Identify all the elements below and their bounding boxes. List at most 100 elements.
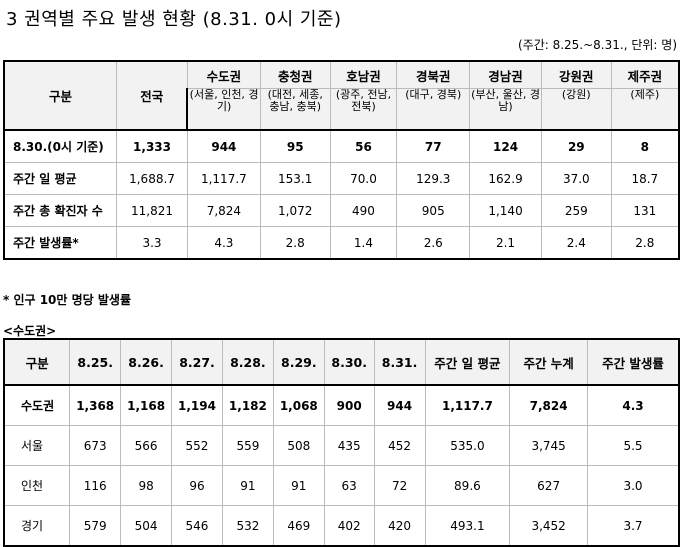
table-row: 주간 발생률* 3.3 4.3 2.8 1.4 2.6 2.1 2.4 2.8 <box>3 226 680 259</box>
table-cell: 70.0 <box>329 162 397 195</box>
row-label: 인천 <box>3 465 70 506</box>
header-region: 호남권 <box>329 61 397 89</box>
table-cell: 2.8 <box>259 226 331 259</box>
header-region-sub: (대전, 세종, 충남, 충북) <box>259 88 331 130</box>
column-header: 8.28. <box>221 339 274 385</box>
column-header: 주간 일 평균 <box>424 339 510 385</box>
table-row: 주간 총 확진자 수 11,821 7,824 1,072 490 905 1,140 259… <box>3 194 680 227</box>
table-cell: 95 <box>259 129 331 163</box>
table-cell: 402 <box>323 505 375 546</box>
table-cell: 153.1 <box>259 162 331 195</box>
header-region: 경북권 <box>396 61 470 89</box>
table-cell: 7,824 <box>509 384 588 426</box>
table-cell: 452 <box>373 425 426 466</box>
table-cell: 5.5 <box>586 425 680 466</box>
table-cell: 469 <box>272 505 325 546</box>
table-cell: 7,824 <box>186 194 261 227</box>
table-cell: 508 <box>272 425 325 466</box>
column-header: 8.27. <box>171 339 223 385</box>
table-cell: 1,368 <box>69 384 121 426</box>
row-label: 주간 발생률* <box>3 226 117 259</box>
table-cell: 18.7 <box>610 162 680 195</box>
table-cell: 900 <box>323 384 375 426</box>
table-cell: 96 <box>171 465 223 506</box>
column-header: 8.30. <box>323 339 375 385</box>
table-cell: 2.6 <box>396 226 470 259</box>
table-cell: 905 <box>396 194 470 227</box>
footnote: * 인구 10만 명당 발생률 <box>3 293 132 307</box>
table-cell: 673 <box>69 425 121 466</box>
table-cell: 944 <box>186 129 261 163</box>
column-header: 8.26. <box>120 339 172 385</box>
row-label: 수도권 <box>3 384 70 426</box>
header-region: 제주권 <box>610 61 680 89</box>
table-cell: 8 <box>610 129 680 163</box>
table-cell: 4.3 <box>186 226 261 259</box>
table-cell: 420 <box>373 505 426 546</box>
header-row: 구분 8.25. 8.26. 8.27. 8.28. 8.29. 8.30. 8.31. 주간 … <box>3 339 680 385</box>
table-cell: 1,068 <box>272 384 325 426</box>
table-cell: 944 <box>373 384 426 426</box>
table-cell: 552 <box>171 425 223 466</box>
table-cell: 546 <box>171 505 223 546</box>
table-cell: 627 <box>509 465 588 506</box>
table-cell: 3,452 <box>509 505 588 546</box>
header-region-sub: (강원) <box>540 88 612 130</box>
table-cell: 131 <box>610 194 680 227</box>
table-cell: 1,182 <box>221 384 274 426</box>
table-cell: 91 <box>221 465 274 506</box>
table-cell: 37.0 <box>540 162 612 195</box>
table-cell: 89.6 <box>424 465 510 506</box>
header-region: 강원권 <box>540 61 612 89</box>
table-cell: 2.4 <box>540 226 612 259</box>
table-row: 서울 673 566 552 559 508 435 452 535.0 3,745 5.5 <box>3 425 680 466</box>
row-label: 주간 총 확진자 수 <box>3 194 117 227</box>
table-cell: 3.0 <box>586 465 680 506</box>
row-label: 서울 <box>3 425 70 466</box>
table-cell: 116 <box>69 465 121 506</box>
row-label: 경기 <box>3 505 70 546</box>
table-row: 경기 579 504 546 532 469 402 420 493.1 3,452 3.7 <box>3 505 680 546</box>
table-row: 수도권 1,368 1,168 1,194 1,182 1,068 900 944 1,117.… <box>3 384 680 426</box>
table-cell: 129.3 <box>396 162 470 195</box>
section-label: <수도권> <box>3 324 57 338</box>
page-title: 3 권역별 주요 발생 현황 (8.31. 0시 기준) <box>6 9 342 30</box>
table-cell: 72 <box>373 465 426 506</box>
table-cell: 1,117.7 <box>186 162 261 195</box>
table-row: 주간 일 평균 1,688.7 1,117.7 153.1 70.0 129.3 162.9… <box>3 162 680 195</box>
header-national: 전국 <box>116 61 188 130</box>
column-header: 8.25. <box>69 339 121 385</box>
column-header: 구분 <box>3 339 70 385</box>
regional-status-table: 구분 전국 수도권 충청권 호남권 경북권 경남권 강원권 제주권 (서울, 인… <box>3 60 680 260</box>
table-cell: 124 <box>469 129 542 163</box>
table-row: 8.30.(0시 기준) 1,333 944 95 56 77 124 29 8 <box>3 129 680 163</box>
column-header: 8.31. <box>373 339 426 385</box>
header-region-sub: (제주) <box>610 88 680 130</box>
column-header: 주간 발생률 <box>586 339 680 385</box>
table-cell: 91 <box>272 465 325 506</box>
column-header: 8.29. <box>272 339 325 385</box>
table-cell: 3.3 <box>116 226 188 259</box>
table-cell: 4.3 <box>586 384 680 426</box>
header-region-sub: (서울, 인천, 경기) <box>186 88 261 130</box>
header-region-sub: (대구, 경북) <box>396 88 470 130</box>
table-cell: 1.4 <box>329 226 397 259</box>
header-label: 구분 <box>3 61 117 130</box>
table-cell: 1,072 <box>259 194 331 227</box>
table-cell: 259 <box>540 194 612 227</box>
table-cell: 98 <box>120 465 172 506</box>
table-cell: 490 <box>329 194 397 227</box>
capital-area-table: 구분 8.25. 8.26. 8.27. 8.28. 8.29. 8.30. 8.31. 주간 … <box>3 338 680 547</box>
header-region-sub: (부산, 울산, 경남) <box>469 88 542 130</box>
table-cell: 504 <box>120 505 172 546</box>
header-region: 경남권 <box>469 61 542 89</box>
row-label: 주간 일 평균 <box>3 162 117 195</box>
header-region-sub: (광주, 전남, 전북) <box>329 88 397 130</box>
table-cell: 559 <box>221 425 274 466</box>
table-cell: 56 <box>329 129 397 163</box>
table-cell: 1,117.7 <box>424 384 510 426</box>
table-cell: 1,333 <box>116 129 188 163</box>
table-cell: 579 <box>69 505 121 546</box>
table-cell: 1,688.7 <box>116 162 188 195</box>
unit-note: (주간: 8.25.~8.31., 단위: 명) <box>517 38 677 52</box>
